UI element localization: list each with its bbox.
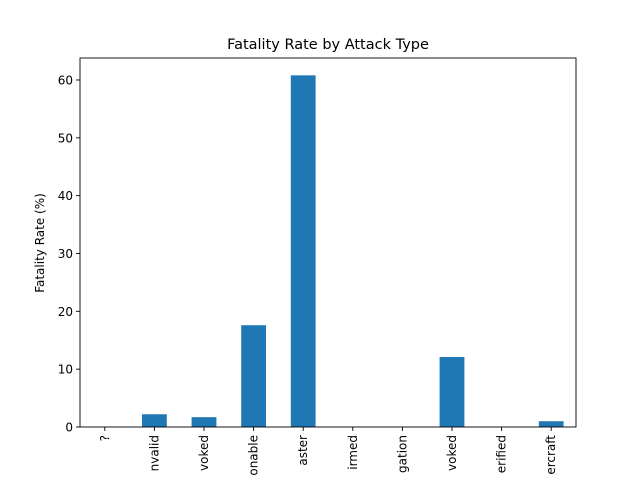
- bar-2: [191, 417, 217, 427]
- y-tick-label: 0: [65, 421, 73, 435]
- x-tick-label: voked: [197, 435, 211, 471]
- x-tick-label: nvalid: [147, 435, 161, 471]
- bar-4: [290, 75, 316, 427]
- bar-9: [538, 421, 564, 427]
- y-tick-label: 60: [58, 73, 73, 87]
- x-tick-label: ercraft: [544, 435, 558, 475]
- x-tick-label: irmed: [346, 435, 360, 470]
- y-tick-label: 50: [58, 131, 73, 145]
- plot-frame: [79, 57, 577, 428]
- x-tick-label: voked: [445, 435, 459, 471]
- bars-group: [142, 75, 564, 427]
- x-tick-label: onable: [247, 435, 261, 476]
- y-tick-label: 40: [58, 189, 73, 203]
- bar-1: [142, 414, 167, 427]
- x-tick-label: aster: [296, 435, 310, 466]
- x-axis: ? nvalid voked onable aster irmed gation voked e…: [98, 427, 558, 476]
- x-tick-label: ?: [98, 435, 112, 441]
- x-tick-label: gation: [395, 435, 409, 473]
- y-tick-label: 10: [58, 363, 73, 377]
- chart-title: Fatality Rate by Attack Type: [227, 37, 429, 53]
- y-axis: 0 10 20 30 40 50 60: [58, 73, 80, 435]
- bar-3: [241, 325, 266, 427]
- y-tick-label: 20: [58, 305, 73, 319]
- x-tick-label: erified: [495, 435, 509, 473]
- y-tick-label: 30: [58, 247, 73, 261]
- y-axis-label: Fatality Rate (%): [33, 193, 47, 293]
- bar-7: [439, 357, 465, 427]
